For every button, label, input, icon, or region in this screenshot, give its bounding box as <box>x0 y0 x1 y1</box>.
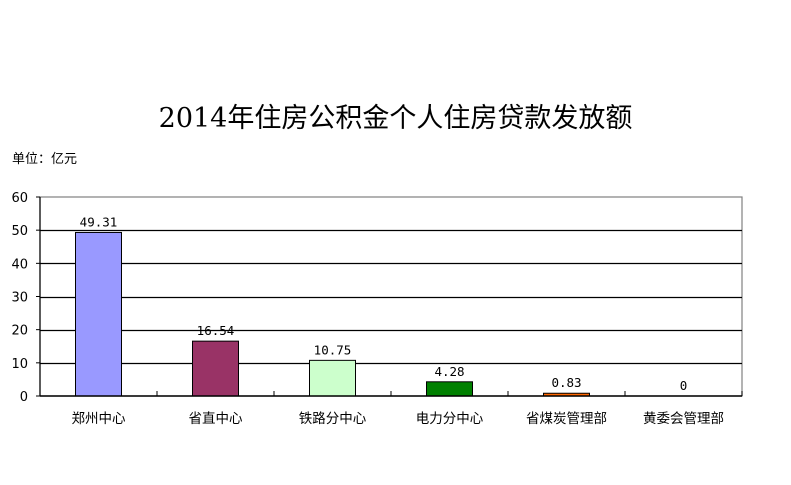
plot-area <box>39 196 743 397</box>
data-label: 0.83 <box>551 375 581 390</box>
bar <box>309 359 356 397</box>
y-tick-label: 20 <box>11 324 28 339</box>
data-label: 0 <box>680 378 688 393</box>
bar <box>192 340 239 397</box>
x-category-label: 省煤炭管理部 <box>526 411 607 427</box>
y-axis: 0 10 20 30 40 50 60 <box>11 191 41 405</box>
x-category-label: 郑州中心 <box>72 411 126 427</box>
data-label: 49.31 <box>80 214 118 229</box>
x-category-label: 铁路分中心 <box>299 411 367 427</box>
y-tick-label: 10 <box>11 357 28 372</box>
x-category-label: 黄委会管理部 <box>643 411 724 427</box>
x-axis: 郑州中心 省直中心 铁路分中心 电力分中心 省煤炭管理部 黄委会管理部 <box>39 391 743 427</box>
y-tick-label: 60 <box>11 191 28 206</box>
data-label: 4.28 <box>434 364 464 379</box>
y-tick-label: 30 <box>11 291 28 306</box>
data-label: 10.75 <box>314 342 352 357</box>
gridlines <box>39 196 743 397</box>
bars: 49.31 16.54 10.75 4.28 0.83 0 <box>75 214 688 397</box>
y-tick-label: 40 <box>11 257 28 272</box>
chart-title: 2014年住房公积金个人住房贷款发放额 <box>158 103 633 134</box>
x-category-label: 省直中心 <box>189 411 243 427</box>
data-label: 16.54 <box>197 323 235 338</box>
x-category-label: 电力分中心 <box>416 411 484 427</box>
bar <box>75 231 122 397</box>
y-tick-label: 0 <box>20 390 28 405</box>
unit-label: 单位：亿元 <box>12 152 78 167</box>
y-tick-label: 50 <box>11 224 28 239</box>
bar <box>426 381 473 397</box>
